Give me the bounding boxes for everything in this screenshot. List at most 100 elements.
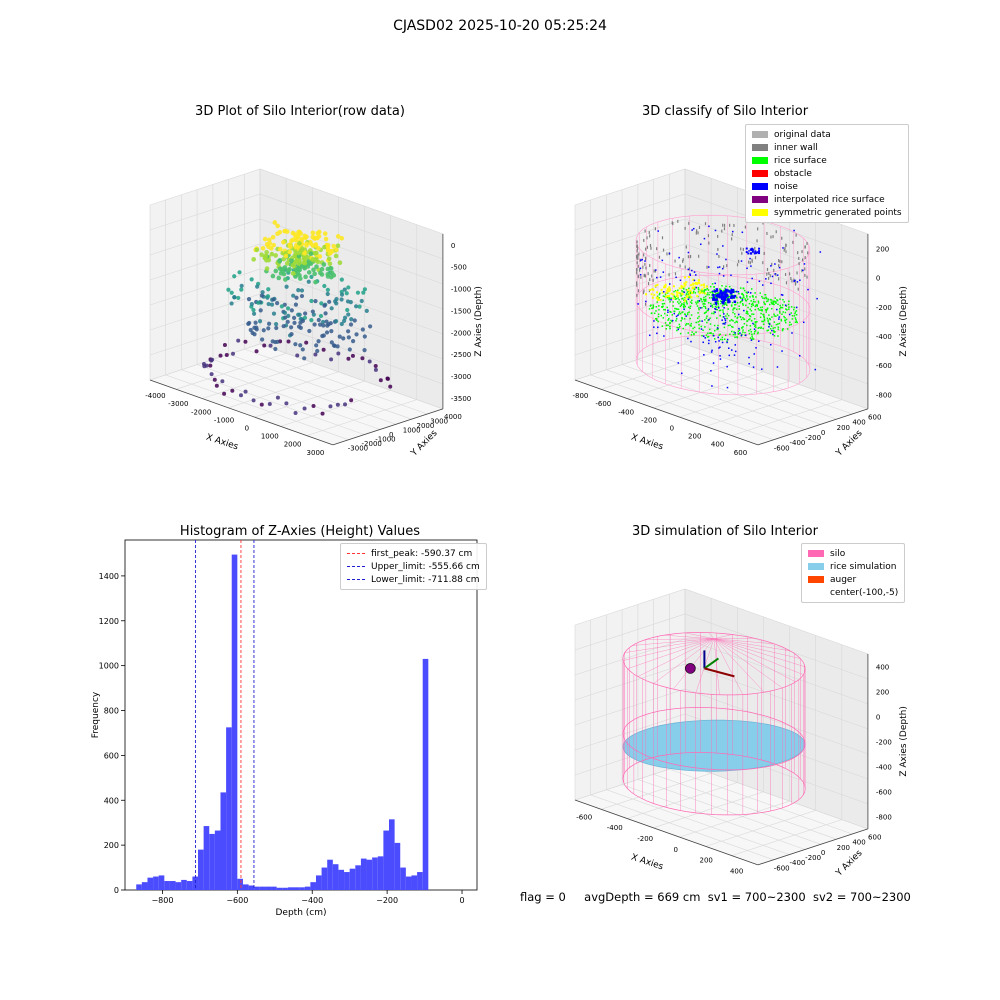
grid-line: [637, 604, 821, 845]
data-point: [324, 319, 329, 324]
rice-surface-point: [749, 308, 751, 310]
noise-point: [762, 284, 764, 286]
rice-surface-point: [794, 311, 797, 313]
legend-item: symmetric generated points: [752, 206, 902, 219]
inner-wall-point: [704, 222, 707, 226]
noise-point: [700, 328, 703, 330]
rice-surface-point: [738, 308, 741, 310]
noise-point: [802, 321, 805, 324]
rice-surface-point: [649, 305, 652, 307]
silo-wire: [635, 334, 811, 396]
rice-surface-point: [736, 336, 738, 338]
rice-surface-point: [710, 332, 712, 334]
rice-surface-point: [652, 304, 655, 307]
histogram-bar: [175, 882, 182, 890]
inner-wall-point: [636, 254, 638, 258]
data-point: [321, 262, 327, 267]
histogram-bar: [383, 830, 389, 890]
rice-surface-point: [729, 324, 731, 326]
rice-surface-point: [723, 338, 726, 340]
noise-point: [683, 291, 685, 293]
rice-surface-point: [662, 299, 664, 301]
histogram-bar: [310, 882, 316, 890]
rice-surface-point: [780, 319, 783, 322]
rice-surface-point: [701, 290, 703, 293]
rice-surface-point: [757, 332, 759, 335]
inner-wall-point: [775, 273, 777, 277]
rice-surface-point: [709, 332, 711, 334]
inner-wall-point: [766, 267, 769, 271]
rice-surface-point: [734, 307, 736, 309]
symmetric-point: [680, 285, 683, 288]
rice-surface-point: [696, 300, 699, 302]
noise-point: [734, 332, 736, 334]
rice-surface-point: [686, 312, 689, 314]
data-point: [303, 311, 308, 316]
noise-point: [653, 326, 655, 328]
rice-surface-point: [718, 288, 721, 290]
noise-point: [718, 266, 721, 268]
data-point: [324, 330, 330, 335]
x-tick-label: 1000: [261, 433, 279, 441]
rice-surface-point: [730, 293, 732, 296]
rice-surface-point: [761, 306, 764, 308]
rice-surface-point: [738, 305, 740, 307]
histogram-bar: [226, 727, 232, 890]
z-axis-label: Z Axies (Depth): [899, 706, 909, 777]
rice-surface-point: [678, 302, 680, 305]
noise-point: [726, 341, 728, 344]
noise-point: [641, 258, 643, 261]
rice-surface-point: [658, 297, 660, 299]
rice-surface-point: [690, 301, 692, 303]
y-tick-label: 3000: [430, 418, 448, 426]
rice-surface-point: [796, 321, 798, 324]
x-tick-label: -600: [576, 813, 592, 821]
rice-surface-point: [730, 304, 733, 306]
symmetric-point: [694, 286, 697, 289]
rice-surface-point: [725, 303, 727, 305]
noise-point: [724, 323, 726, 325]
grid-line: [244, 174, 428, 415]
data-point: [315, 348, 320, 354]
data-point: [339, 321, 344, 327]
inner-wall-point: [794, 282, 797, 286]
rice-surface-point: [662, 305, 664, 308]
x-axis-line: [149, 379, 334, 446]
rice-surface-point: [689, 324, 691, 327]
legend-item: interpolated rice surface: [752, 193, 902, 206]
noise-point: [723, 313, 725, 315]
data-point: [262, 343, 267, 348]
rice-surface-point: [739, 297, 742, 299]
rice-surface-point: [668, 298, 670, 301]
symmetric-point: [676, 294, 679, 297]
inner-wall-point: [697, 231, 699, 235]
rice-surface-point: [675, 298, 678, 300]
noise-point: [692, 227, 695, 230]
rice-surface-point: [734, 315, 736, 318]
rice-surface-point: [747, 313, 749, 315]
rice-surface-point: [698, 308, 700, 311]
histogram-bar: [394, 842, 401, 890]
x-axis-label: X Axies: [630, 853, 665, 873]
noise-point: [765, 278, 767, 280]
noise-point: [782, 247, 784, 249]
rice-surface-point: [738, 292, 740, 295]
symmetric-point: [666, 295, 669, 298]
rice-surface-point: [662, 295, 665, 297]
histogram-bar: [220, 792, 227, 890]
inner-wall-point: [652, 278, 654, 282]
legend-swatch: [752, 196, 768, 203]
noise-point: [708, 266, 710, 268]
inner-wall-point: [766, 231, 768, 235]
rice-surface-point: [743, 289, 746, 292]
noise-point: [751, 277, 753, 280]
silo-roof-wire: [708, 632, 715, 639]
x-tick-label: 400: [711, 441, 724, 449]
symmetric-point: [702, 283, 705, 286]
panel3-title: Histogram of Z-Axies (Height) Values: [179, 524, 421, 539]
y-tick-label: -400: [789, 439, 805, 447]
noise-point: [719, 292, 722, 295]
rice-surface-point: [695, 301, 697, 303]
data-point: [212, 377, 217, 382]
rice-surface-point: [680, 295, 682, 297]
